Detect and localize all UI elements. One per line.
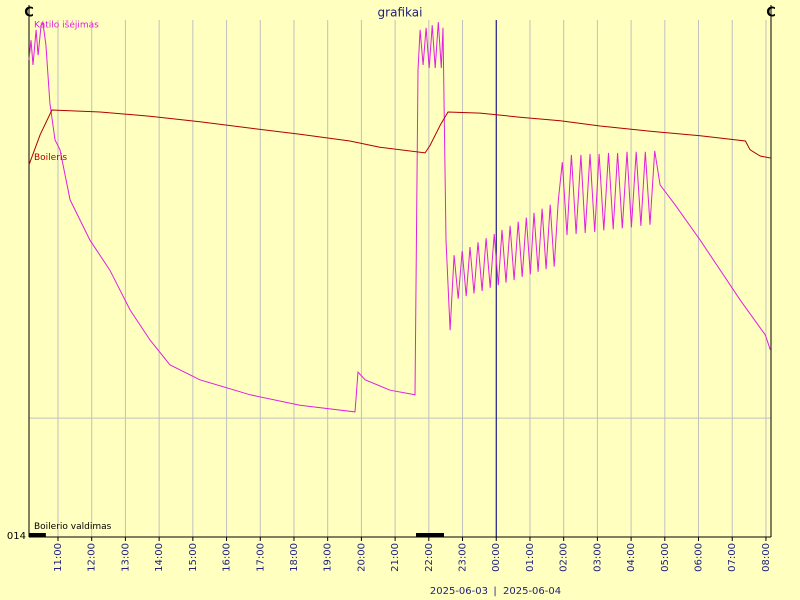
x-tick-label: 00:00 xyxy=(491,543,502,572)
x-tick-label: 18:00 xyxy=(289,543,300,572)
x-tick-label: 23:00 xyxy=(458,543,469,572)
x-tick-label: 15:00 xyxy=(188,543,199,572)
x-tick-label: 20:00 xyxy=(356,543,367,572)
date-label: 2025-06-04 xyxy=(503,586,561,597)
line xyxy=(28,20,771,413)
x-tick-label: 08:00 xyxy=(761,543,772,572)
y-bottom-label: 014 xyxy=(7,531,26,542)
x-tick-label: 06:00 xyxy=(694,543,705,572)
on-interval xyxy=(416,533,444,537)
x-tick-label: 16:00 xyxy=(222,543,233,572)
x-tick-label: 22:00 xyxy=(424,543,435,572)
series-label: Katilo išėjimas xyxy=(34,20,99,31)
chart-title: grafikai xyxy=(378,6,423,20)
series-label: Boileris xyxy=(34,153,67,163)
x-tick-label: 17:00 xyxy=(255,543,266,572)
date-label: 2025-06-03 xyxy=(430,586,488,597)
x-tick-label: 11:00 xyxy=(53,543,64,572)
series-label: Boilerio valdimas xyxy=(34,522,112,532)
on-interval xyxy=(29,533,46,537)
date-separator: | xyxy=(493,586,496,597)
x-tick-label: 07:00 xyxy=(727,543,738,572)
x-tick-label: 02:00 xyxy=(559,543,570,572)
x-tick-label: 03:00 xyxy=(592,543,603,572)
x-tick-label: 19:00 xyxy=(323,543,334,572)
x-tick-label: 21:00 xyxy=(390,543,401,572)
x-tick-label: 05:00 xyxy=(660,543,671,572)
x-tick-label: 12:00 xyxy=(87,543,98,572)
x-tick-label: 13:00 xyxy=(120,543,131,572)
x-tick-label: 14:00 xyxy=(154,543,165,572)
x-tick-label: 01:00 xyxy=(525,543,536,572)
x-tick-label: 04:00 xyxy=(626,543,637,572)
line xyxy=(28,109,771,165)
